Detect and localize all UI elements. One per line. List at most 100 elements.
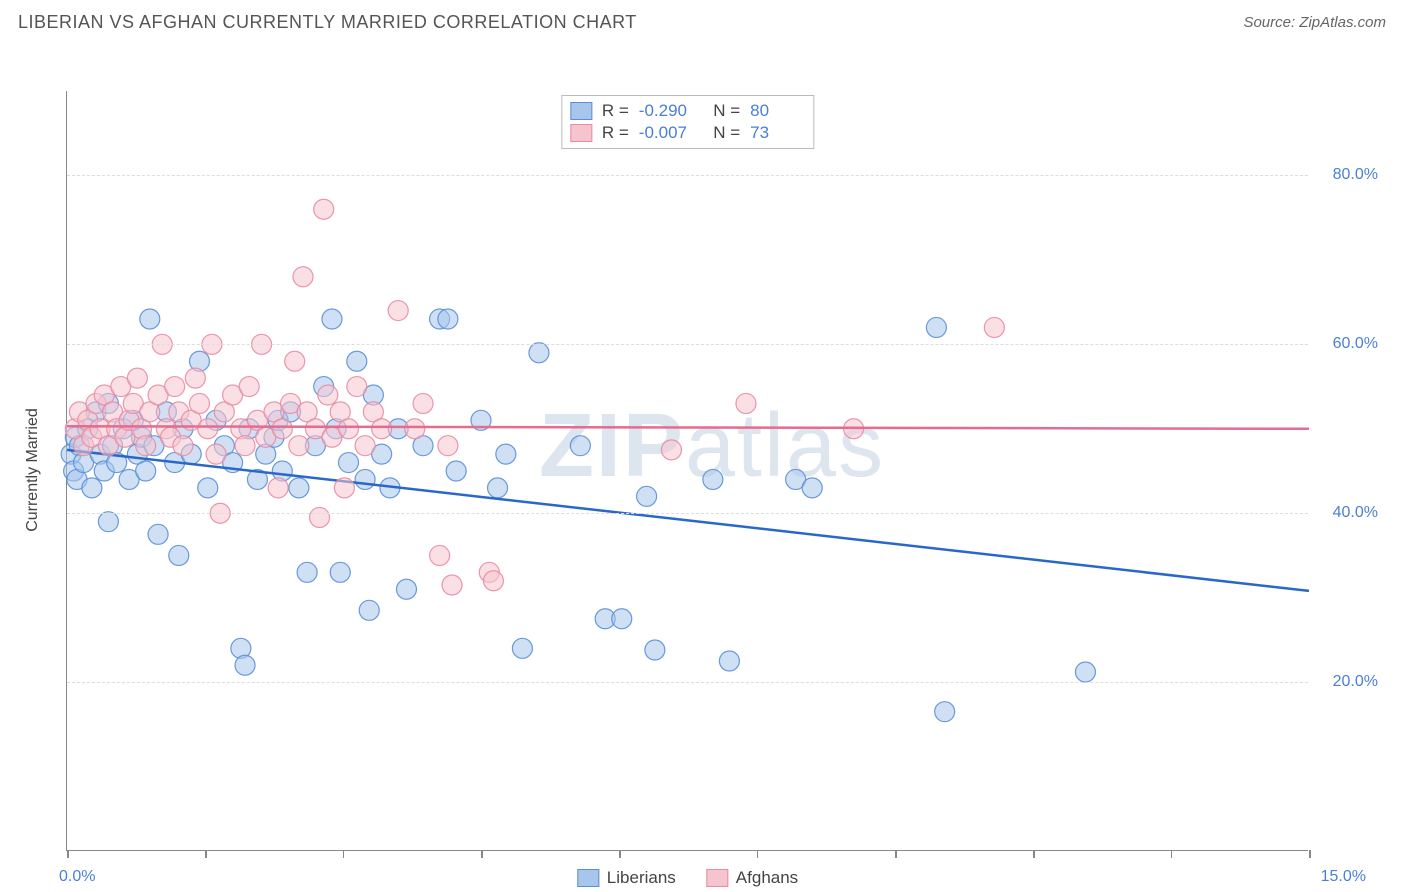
data-point [140,309,160,329]
stats-legend-row: R = -0.290 N = 80 [570,100,805,122]
data-point [235,655,255,675]
data-point [637,486,657,506]
data-point [169,545,189,565]
data-point [512,638,532,658]
data-point [198,478,218,498]
data-point [165,377,185,397]
data-point [293,267,313,287]
data-point [413,393,433,413]
data-point [268,478,288,498]
r-label: R = [602,123,629,143]
data-point [239,377,259,397]
data-point [297,562,317,582]
data-point [442,575,462,595]
data-point [339,453,359,473]
x-tick [1309,850,1311,858]
x-tick [205,850,207,858]
data-point [235,436,255,456]
data-point [198,419,218,439]
gridline [67,513,1308,514]
data-point [488,478,508,498]
chart-title: LIBERIAN VS AFGHAN CURRENTLY MARRIED COR… [18,12,637,33]
y-axis-label: Currently Married [24,408,42,532]
data-point [127,368,147,388]
data-point [185,368,205,388]
legend-swatch [570,102,592,120]
x-tick [1171,850,1173,858]
data-point [483,571,503,591]
data-point [802,478,822,498]
data-point [148,524,168,544]
scatter-svg [67,91,1309,851]
data-point [189,393,209,413]
data-point [334,478,354,498]
n-value: 73 [750,123,805,143]
r-label: R = [602,101,629,121]
data-point [289,436,309,456]
data-point [736,393,756,413]
data-point [496,444,516,464]
data-point [570,436,590,456]
data-point [661,440,681,460]
legend-item: Liberians [577,868,676,888]
legend-swatch [577,869,599,887]
data-point [272,419,292,439]
y-tick-label: 40.0% [1333,504,1378,522]
data-point [529,343,549,363]
data-point [396,579,416,599]
x-tick [67,850,69,858]
x-tick [757,850,759,858]
data-point [1075,662,1095,682]
data-point [438,309,458,329]
series-legend: Liberians Afghans [577,868,798,888]
gridline [67,682,1308,683]
legend-swatch [570,124,592,142]
data-point [719,651,739,671]
y-tick-label: 20.0% [1333,673,1378,691]
data-point [446,461,466,481]
data-point [330,562,350,582]
n-value: 80 [750,101,805,121]
gridline [67,175,1308,176]
legend-label: Afghans [736,868,798,888]
x-label-right: 15.0% [1321,868,1366,886]
data-point [347,351,367,371]
stats-legend-row: R = -0.007 N = 73 [570,122,805,144]
data-point [339,419,359,439]
data-point [984,317,1004,337]
data-point [703,469,723,489]
r-value: -0.007 [639,123,694,143]
source-label: Source: ZipAtlas.com [1243,14,1386,31]
data-point [372,419,392,439]
data-point [355,436,375,456]
data-point [173,436,193,456]
legend-swatch [706,869,728,887]
data-point [438,436,458,456]
data-point [405,419,425,439]
data-point [612,609,632,629]
data-point [645,640,665,660]
x-tick [1033,850,1035,858]
trendline [67,450,1309,591]
data-point [98,512,118,532]
data-point [355,469,375,489]
x-tick [619,850,621,858]
y-tick-label: 60.0% [1333,335,1378,353]
data-point [289,478,309,498]
y-tick-label: 80.0% [1333,166,1378,184]
x-label-left: 0.0% [59,868,95,886]
legend-item: Afghans [706,868,798,888]
data-point [388,301,408,321]
x-tick [481,850,483,858]
n-label: N = [704,123,740,143]
data-point [285,351,305,371]
data-point [322,309,342,329]
data-point [926,317,946,337]
data-point [82,478,102,498]
gridline [67,344,1308,345]
r-value: -0.290 [639,101,694,121]
data-point [206,444,226,464]
data-point [310,507,330,527]
data-point [359,600,379,620]
x-tick [895,850,897,858]
